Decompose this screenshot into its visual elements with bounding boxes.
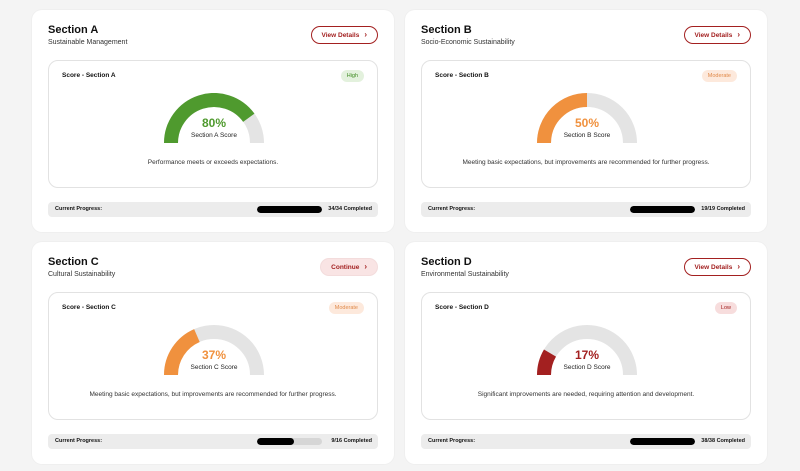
score-level-badge: Low bbox=[714, 302, 737, 314]
gauge-fill bbox=[164, 329, 201, 376]
progress-row: Current Progress: 9/16 Completed bbox=[48, 434, 378, 449]
section-card: Section A Sustainable Management View De… bbox=[32, 10, 394, 232]
progress-label: Current Progress: bbox=[55, 438, 103, 444]
action-label: View Details bbox=[694, 31, 733, 39]
action-label: Continue bbox=[331, 263, 360, 271]
gauge-label: Section A Score bbox=[191, 132, 237, 139]
section-title: Section B bbox=[421, 24, 472, 36]
progress-fill bbox=[257, 438, 294, 445]
progress-row: Current Progress: 19/19 Completed bbox=[421, 202, 751, 217]
score-description: Meeting basic expectations, but improvem… bbox=[89, 391, 337, 398]
progress-text: 34/34 Completed bbox=[328, 206, 372, 212]
progress-text: 9/16 Completed bbox=[331, 438, 372, 444]
score-percent: 50% bbox=[574, 116, 600, 130]
progress-row: Current Progress: 38/38 Completed bbox=[421, 434, 751, 449]
gauge-fill bbox=[537, 93, 588, 144]
action-label: View Details bbox=[321, 31, 360, 39]
score-percent: 17% bbox=[574, 348, 600, 362]
progress-text: 38/38 Completed bbox=[701, 438, 745, 444]
progress-bar bbox=[257, 206, 322, 213]
progress-label: Current Progress: bbox=[428, 206, 476, 212]
progress-row: Current Progress: 34/34 Completed bbox=[48, 202, 378, 217]
score-description: Performance meets or exceeds expectation… bbox=[147, 159, 279, 166]
progress-bar bbox=[630, 206, 695, 213]
progress-label: Current Progress: bbox=[55, 206, 103, 212]
chevron-right-icon: › bbox=[737, 30, 740, 39]
score-title: Score - Section B bbox=[435, 72, 489, 79]
score-percent: 37% bbox=[201, 348, 227, 362]
sections-grid: Section A Sustainable Management View De… bbox=[32, 10, 767, 464]
gauge-fill bbox=[164, 93, 255, 144]
score-panel: Score - Section A High 80% Section A Sco… bbox=[48, 60, 378, 188]
section-subtitle: Sustainable Management bbox=[48, 39, 128, 46]
gauge-label: Section B Score bbox=[563, 132, 611, 139]
score-panel: Score - Section B Moderate 50% Section B… bbox=[421, 60, 751, 188]
score-gauge: 17% Section D Score bbox=[537, 325, 637, 377]
progress-fill bbox=[257, 206, 322, 213]
score-title: Score - Section A bbox=[62, 72, 116, 79]
section-card: Section D Environmental Sustainability V… bbox=[405, 242, 767, 464]
score-level-badge: High bbox=[340, 70, 364, 82]
score-panel: Score - Section D Low 17% Section D Scor… bbox=[421, 292, 751, 420]
chevron-right-icon: › bbox=[364, 262, 367, 271]
score-title: Score - Section D bbox=[435, 304, 489, 311]
score-gauge: 50% Section B Score bbox=[537, 93, 637, 145]
score-panel: Score - Section C Moderate 37% Section C… bbox=[48, 292, 378, 420]
progress-text: 19/19 Completed bbox=[701, 206, 745, 212]
progress-label: Current Progress: bbox=[428, 438, 476, 444]
gauge-fill bbox=[537, 349, 557, 376]
section-subtitle: Environmental Sustainability bbox=[421, 271, 509, 278]
progress-bar bbox=[257, 438, 322, 445]
gauge-label: Section D Score bbox=[563, 364, 611, 371]
view-details-button[interactable]: View Details › bbox=[683, 26, 751, 44]
continue-button[interactable]: Continue › bbox=[320, 258, 378, 276]
section-title: Section C bbox=[48, 256, 99, 268]
section-card: Section C Cultural Sustainability Contin… bbox=[32, 242, 394, 464]
gauge-label: Section C Score bbox=[190, 364, 238, 371]
section-subtitle: Socio-Economic Sustainability bbox=[421, 39, 515, 46]
action-label: View Details bbox=[694, 263, 733, 271]
score-description: Meeting basic expectations, but improvem… bbox=[462, 159, 710, 166]
score-percent: 80% bbox=[201, 116, 227, 130]
section-card: Section B Socio-Economic Sustainability … bbox=[405, 10, 767, 232]
section-title: Section D bbox=[421, 256, 472, 268]
score-gauge: 80% Section A Score bbox=[164, 93, 264, 145]
progress-fill bbox=[630, 438, 695, 445]
chevron-right-icon: › bbox=[364, 30, 367, 39]
score-title: Score - Section C bbox=[62, 304, 116, 311]
score-level-badge: Moderate bbox=[328, 302, 364, 314]
view-details-button[interactable]: View Details › bbox=[683, 258, 751, 276]
section-title: Section A bbox=[48, 24, 99, 36]
view-details-button[interactable]: View Details › bbox=[310, 26, 378, 44]
score-description: Significant improvements are needed, req… bbox=[477, 391, 695, 398]
score-level-badge: Moderate bbox=[701, 70, 737, 82]
section-subtitle: Cultural Sustainability bbox=[48, 271, 116, 278]
progress-bar bbox=[630, 438, 695, 445]
progress-fill bbox=[630, 206, 695, 213]
score-gauge: 37% Section C Score bbox=[164, 325, 264, 377]
chevron-right-icon: › bbox=[737, 262, 740, 271]
